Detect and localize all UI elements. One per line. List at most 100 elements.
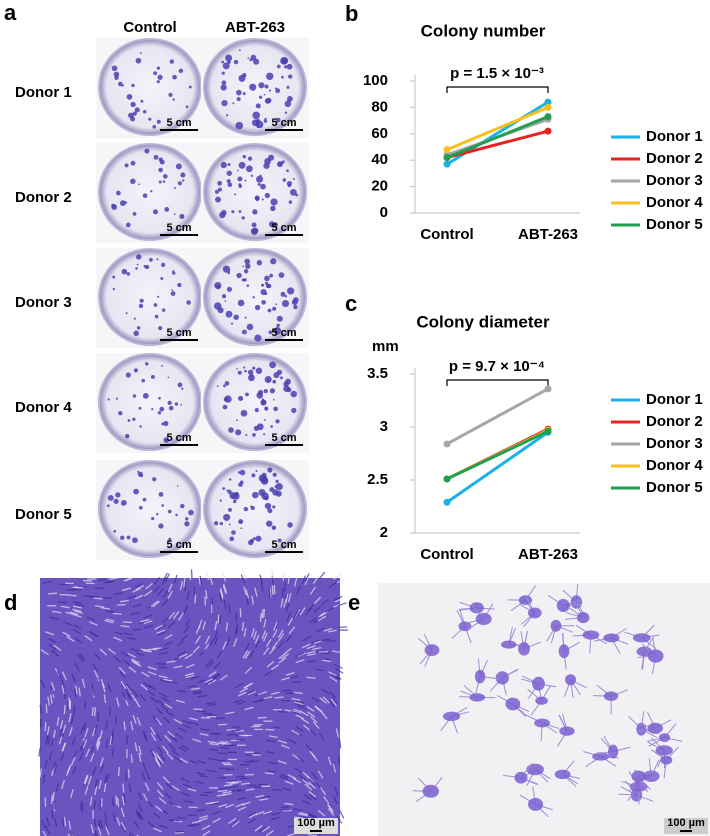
cell <box>660 755 673 765</box>
cell-streak <box>202 830 211 836</box>
colony <box>144 148 150 154</box>
colony <box>112 287 116 291</box>
colony <box>154 314 159 319</box>
cell-streak <box>261 795 271 799</box>
colony <box>169 59 175 64</box>
cell-streak <box>225 711 235 715</box>
cell-streak <box>123 794 126 804</box>
cell-streak <box>211 810 221 816</box>
colony <box>284 295 288 298</box>
colony <box>228 507 232 512</box>
cell-streak <box>140 618 150 623</box>
cell-streak <box>230 820 239 827</box>
colony <box>246 323 254 331</box>
cell-streak <box>307 711 316 718</box>
cell-streak <box>194 594 197 604</box>
cell-streak <box>58 735 63 745</box>
colony <box>221 294 227 299</box>
cell-streak <box>255 795 265 798</box>
colony <box>224 300 227 302</box>
cell-streak <box>78 687 81 697</box>
scale-bar-label: 5 cm <box>166 222 191 234</box>
cell-streak <box>225 622 229 632</box>
cell-streak <box>134 582 143 589</box>
colony <box>284 100 292 108</box>
cell <box>576 611 590 624</box>
colony <box>272 222 278 228</box>
colony <box>136 254 142 260</box>
colony <box>231 530 236 535</box>
colony <box>125 312 128 315</box>
colony <box>113 498 119 504</box>
cell-streak <box>143 681 152 689</box>
point <box>544 98 552 106</box>
cell-streak <box>113 592 123 595</box>
colony <box>236 367 238 370</box>
colony <box>257 389 264 396</box>
colony <box>264 502 272 510</box>
cell-streak <box>282 787 292 792</box>
colony <box>276 369 283 375</box>
cell-streak <box>115 795 118 805</box>
legend-label: Donor 1 <box>646 391 703 408</box>
colony <box>172 271 176 275</box>
cell-streak <box>308 790 317 798</box>
panel-letter: c <box>345 291 357 316</box>
cell-streak <box>113 656 122 663</box>
cell-streak <box>158 666 168 669</box>
colony <box>261 398 265 401</box>
colony <box>243 506 249 512</box>
cell <box>535 696 548 705</box>
cell-streak <box>254 825 263 832</box>
colony <box>288 74 293 79</box>
colony <box>242 92 246 96</box>
colony <box>113 71 120 78</box>
cell-streak <box>84 785 89 795</box>
colony <box>281 160 285 164</box>
cell-streak <box>46 726 50 736</box>
cell-streak <box>310 771 318 780</box>
colony <box>156 66 161 70</box>
colony <box>152 124 157 129</box>
cell <box>532 676 545 691</box>
cell <box>558 644 570 659</box>
cell-streak <box>329 676 338 683</box>
cell-streak <box>241 801 251 806</box>
colony <box>278 272 285 278</box>
cell-streak <box>226 728 236 731</box>
cell-streak <box>223 784 233 787</box>
cell-streak <box>153 812 162 819</box>
colony <box>226 286 233 292</box>
cell-streak <box>103 694 107 704</box>
cell-streak <box>261 609 264 619</box>
cell-streak <box>153 576 161 585</box>
cell-streak <box>236 700 246 705</box>
colony <box>126 94 133 100</box>
colony <box>225 114 229 117</box>
cell-streak <box>339 810 345 819</box>
colony <box>257 182 261 186</box>
cell-streak <box>162 716 171 724</box>
cell-streak <box>167 590 173 600</box>
cell-streak <box>201 824 211 831</box>
colony <box>284 111 288 114</box>
cell-streak <box>190 675 200 680</box>
cell-streak <box>217 759 227 762</box>
cell-streak <box>96 741 101 751</box>
cell-streak <box>177 727 187 733</box>
cell-streak <box>192 645 200 654</box>
colony <box>158 326 163 331</box>
colony <box>264 275 270 282</box>
cell-streak <box>304 576 310 586</box>
cell-streak <box>207 679 217 685</box>
colony <box>137 471 143 477</box>
cell-streak <box>176 640 185 647</box>
cell <box>528 797 544 811</box>
colony <box>133 330 139 337</box>
cell-streak <box>175 733 184 740</box>
colony <box>177 282 182 288</box>
cell-streak <box>309 586 317 595</box>
cell-streak <box>101 683 106 693</box>
cell-streak <box>99 757 104 767</box>
cell-streak <box>209 743 219 746</box>
